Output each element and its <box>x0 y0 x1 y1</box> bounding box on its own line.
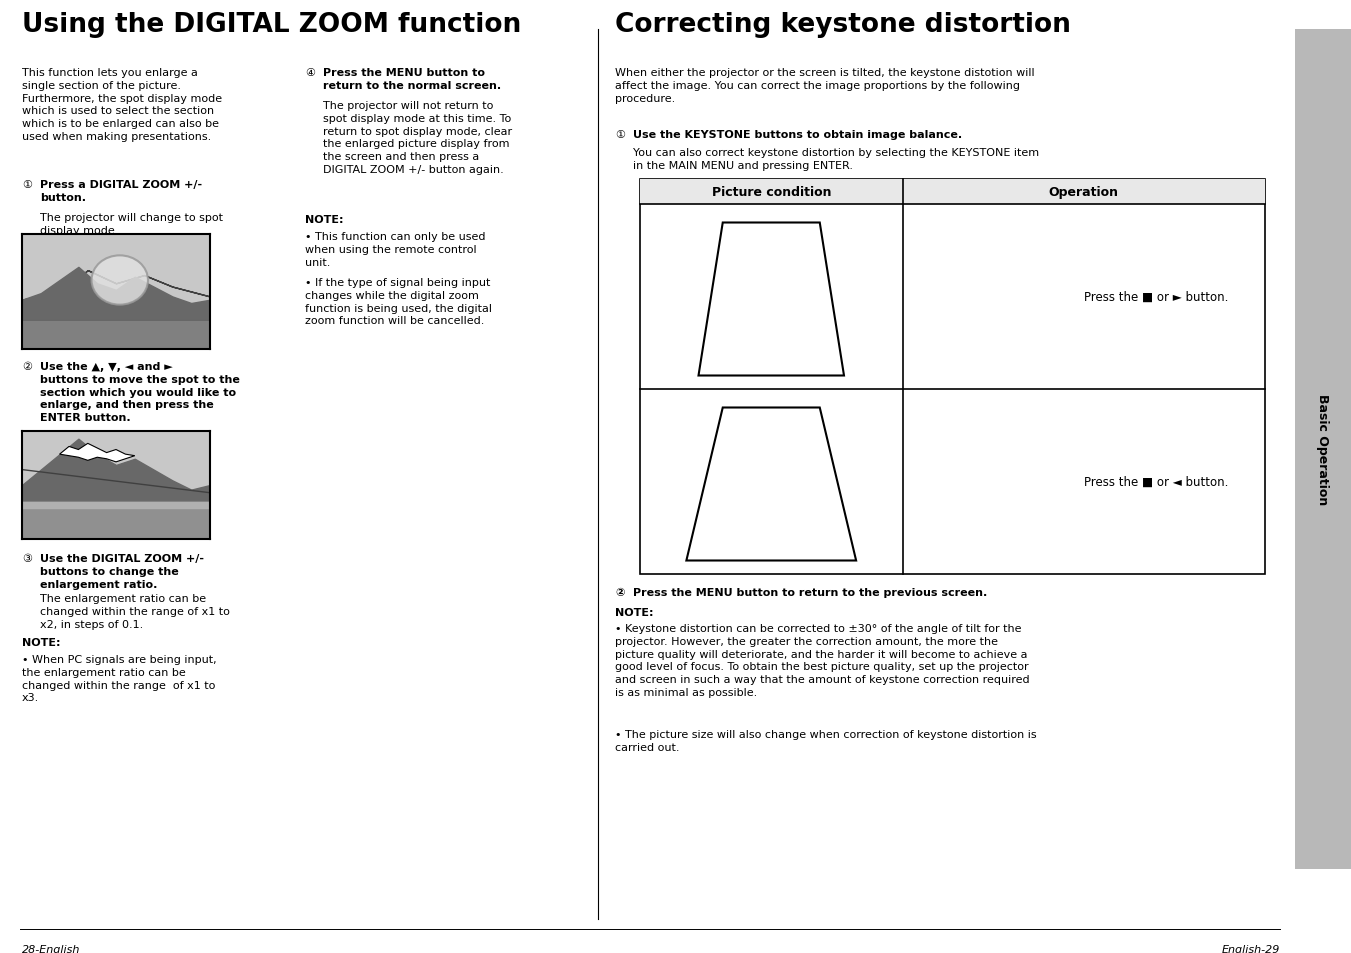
Text: ①: ① <box>615 130 626 140</box>
Text: Press the ■ or ◄ button.: Press the ■ or ◄ button. <box>1084 476 1228 489</box>
Text: Correcting keystone distortion: Correcting keystone distortion <box>615 12 1071 38</box>
Text: Basic Operation: Basic Operation <box>1316 394 1329 505</box>
Text: NOTE:: NOTE: <box>305 214 343 225</box>
Text: • The picture size will also change when correction of keystone distortion is
ca: • The picture size will also change when… <box>615 729 1036 752</box>
Text: 28-English: 28-English <box>22 944 80 953</box>
Text: The projector will not return to
spot display mode at this time. To
return to sp: The projector will not return to spot di… <box>323 101 512 174</box>
Bar <box>1296 30 1351 869</box>
Circle shape <box>92 256 149 305</box>
Text: Press the MENU button to return to the previous screen.: Press the MENU button to return to the p… <box>634 587 988 598</box>
Text: NOTE:: NOTE: <box>22 638 61 647</box>
Text: ④: ④ <box>305 68 315 78</box>
Text: You can also correct keystone distortion by selecting the KEYSTONE item
in the M: You can also correct keystone distortion… <box>634 148 1039 171</box>
Text: Operation: Operation <box>1048 186 1119 199</box>
Text: Using the DIGITAL ZOOM function: Using the DIGITAL ZOOM function <box>22 12 521 38</box>
Text: NOTE:: NOTE: <box>615 607 654 618</box>
Text: Use the DIGITAL ZOOM +/-
buttons to change the
enlargement ratio.: Use the DIGITAL ZOOM +/- buttons to chan… <box>41 554 204 589</box>
Text: ③: ③ <box>22 554 32 563</box>
Text: • This function can only be used
when using the remote control
unit.: • This function can only be used when us… <box>305 232 485 268</box>
Text: Press a DIGITAL ZOOM +/-
button.: Press a DIGITAL ZOOM +/- button. <box>41 180 203 203</box>
Text: Use the ▲, ▼, ◄ and ►
buttons to move the spot to the
section which you would li: Use the ▲, ▼, ◄ and ► buttons to move th… <box>41 361 240 423</box>
Text: When either the projector or the screen is tilted, the keystone distotion will
a: When either the projector or the screen … <box>615 68 1035 104</box>
Text: • If the type of signal being input
changes while the digital zoom
function is b: • If the type of signal being input chan… <box>305 277 492 326</box>
Text: Press the MENU button to
return to the normal screen.: Press the MENU button to return to the n… <box>323 68 501 91</box>
Bar <box>640 180 1265 575</box>
Text: The enlargement ratio can be
changed within the range of x1 to
x2, in steps of 0: The enlargement ratio can be changed wit… <box>41 594 230 629</box>
Text: Use the KEYSTONE buttons to obtain image balance.: Use the KEYSTONE buttons to obtain image… <box>634 130 962 140</box>
Text: • When PC signals are being input,
the enlargement ratio can be
changed within t: • When PC signals are being input, the e… <box>22 655 216 702</box>
Text: • Keystone distortion can be corrected to ±30° of the angle of tilt for the
proj: • Keystone distortion can be corrected t… <box>615 623 1029 698</box>
Bar <box>640 180 1265 205</box>
Text: ②: ② <box>22 361 32 372</box>
Text: The projector will change to spot
display mode.: The projector will change to spot displa… <box>41 213 223 235</box>
Text: The area around the spot will
then be enlarged to twice the
normal size.: The area around the spot will then be en… <box>41 461 205 497</box>
Polygon shape <box>59 444 135 462</box>
Text: This function lets you enlarge a
single section of the picture.
Furthermore, the: This function lets you enlarge a single … <box>22 68 222 142</box>
Text: Picture condition: Picture condition <box>712 186 831 199</box>
Text: ②: ② <box>615 587 624 598</box>
Text: Press the ■ or ► button.: Press the ■ or ► button. <box>1084 291 1228 304</box>
Text: ①: ① <box>22 180 32 190</box>
Text: English-29: English-29 <box>1221 944 1279 953</box>
